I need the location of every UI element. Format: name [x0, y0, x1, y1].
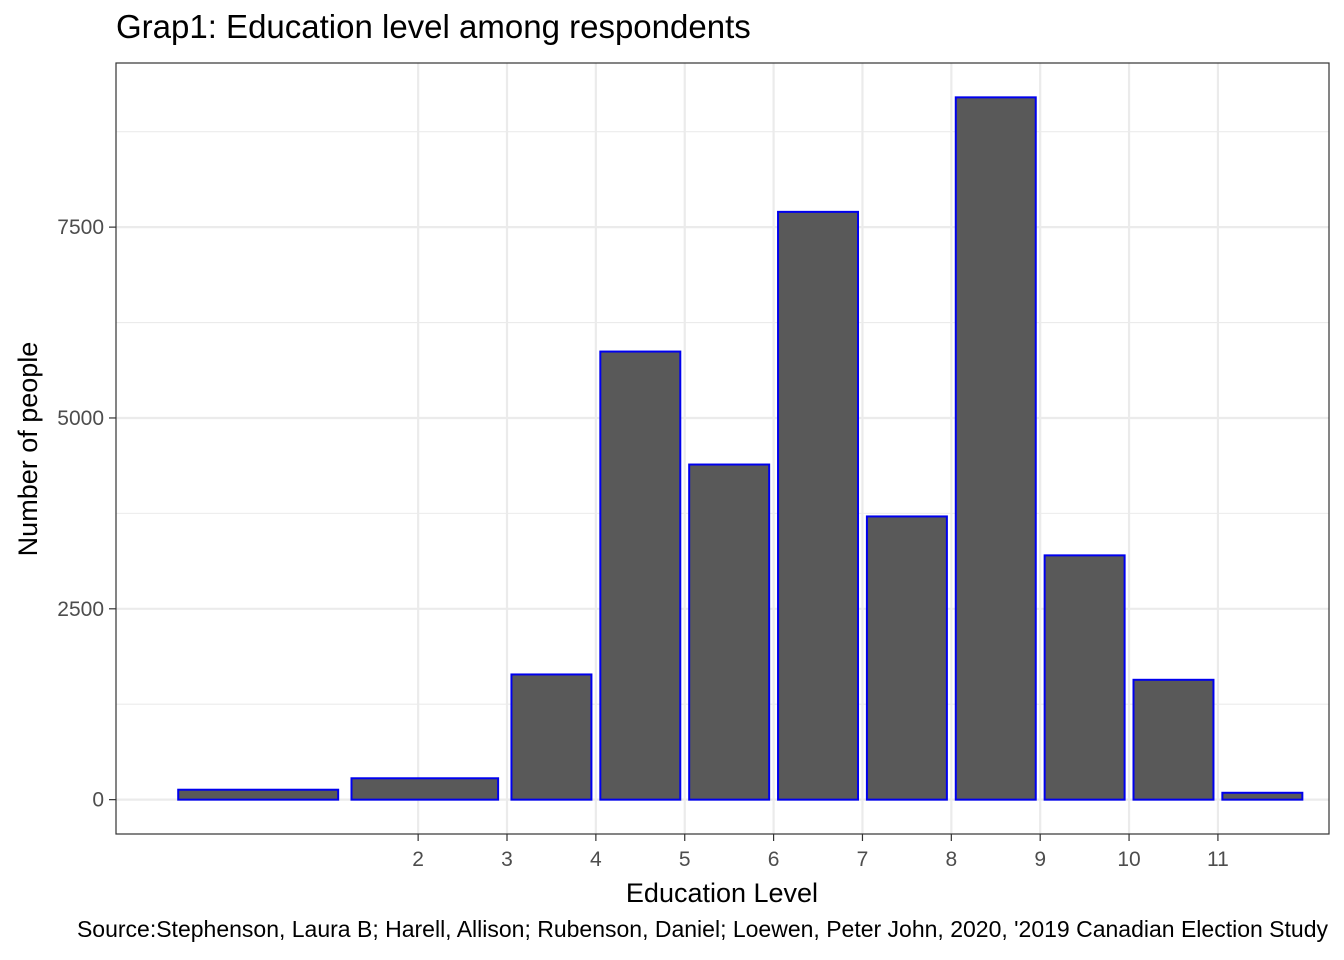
bar-8 — [954, 96, 1037, 801]
bar-layer — [177, 96, 1304, 801]
bar-5 — [688, 463, 771, 801]
y-tick-label: 2500 — [57, 598, 104, 621]
y-tick-label: 7500 — [57, 216, 104, 239]
chart-caption: Source:Stephenson, Laura B; Harell, Alli… — [76, 916, 1328, 942]
bar-1 — [177, 788, 340, 801]
bar-11 — [1221, 791, 1304, 801]
bar-2 — [350, 777, 500, 801]
grid-layer — [116, 63, 1329, 834]
x-tick-label: 10 — [1117, 848, 1140, 871]
bar-3 — [510, 673, 593, 801]
x-tick-label: 8 — [945, 848, 957, 871]
x-tick-label: 7 — [857, 848, 869, 871]
tick-layer: 0 2500 5000 7500 2 3 4 5 6 7 8 9 10 11 — [57, 216, 1229, 871]
x-tick-label: 4 — [590, 848, 602, 871]
x-tick-label: 6 — [768, 848, 780, 871]
bar-10 — [1132, 678, 1215, 801]
chart-title: Grap1: Education level among respondents — [116, 8, 751, 45]
x-tick-label: 2 — [412, 848, 424, 871]
y-tick-label: 5000 — [57, 407, 104, 430]
bar-4 — [599, 350, 682, 801]
panel-border — [115, 62, 1330, 835]
x-axis-title: Education Level — [626, 878, 818, 908]
bar-9 — [1043, 554, 1126, 801]
y-axis-title: Number of people — [13, 342, 43, 557]
y-tick-label: 0 — [92, 789, 104, 812]
x-tick-label: 9 — [1034, 848, 1046, 871]
x-tick-label: 3 — [501, 848, 513, 871]
x-tick-label: 5 — [679, 848, 691, 871]
x-tick-label: 11 — [1207, 848, 1229, 871]
bar-6 — [777, 210, 860, 801]
bar-7 — [865, 515, 948, 801]
